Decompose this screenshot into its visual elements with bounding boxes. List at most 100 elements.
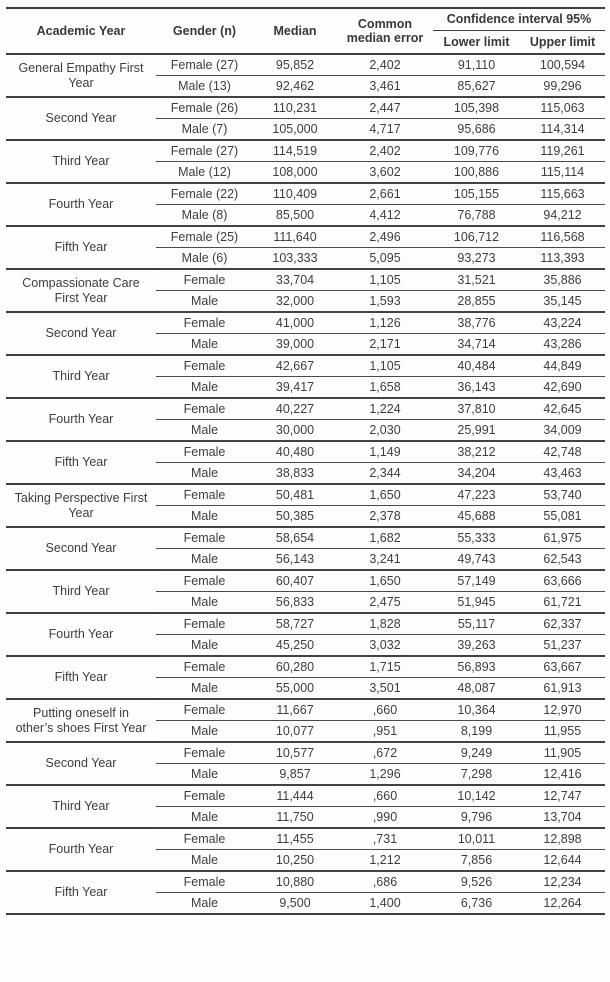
upper-limit-cell: 34,009 <box>543 422 582 437</box>
table-row: Second Year Female (26) 110,231 2,447 105,39… <box>6 96 605 141</box>
upper-limit-cell: 61,721 <box>543 594 582 609</box>
upper-limit-cell: 42,748 <box>520 440 605 463</box>
gender-cell: Female <box>156 655 253 678</box>
upper-limit-cell: 51,237 <box>543 637 582 652</box>
median-cell: 41,000 <box>253 311 337 334</box>
gender-cell: Male <box>156 892 253 915</box>
median-cell: 10,577 <box>253 741 337 764</box>
table-row: General Empathy First Year Female (27) 95,… <box>6 53 605 98</box>
upper-limit-cell: 42,690 <box>543 379 582 394</box>
academic-year-cell: Fifth Year <box>6 870 156 915</box>
median-cell: 108,000 <box>272 164 318 179</box>
academic-year-cell: Third Year <box>6 139 156 184</box>
median-error-cell: 2,378 <box>369 508 401 523</box>
lower-limit-cell: 48,087 <box>457 680 496 695</box>
median-cell: 11,750 <box>276 809 314 824</box>
academic-year-cell: Putting oneself in other’s shoes First Y… <box>6 698 156 743</box>
median-error-cell: 4,412 <box>369 207 401 222</box>
lower-limit-cell: 45,688 <box>457 508 496 523</box>
table-row: Male 30,000 2,030 25,991 34,009 <box>6 420 605 442</box>
median-error-cell: 1,682 <box>337 526 433 549</box>
median-error-cell: 1,658 <box>369 379 401 394</box>
table-row: Male 55,000 3,501 48,087 61,913 <box>6 678 605 700</box>
table-row: Fifth Year Female 10,880,686 9,526 12,234 <box>6 870 605 915</box>
median-cell: 11,444 <box>253 784 337 807</box>
table-row: Third Year Female 11,444,660 10,142 12,747 <box>6 784 605 829</box>
median-error-cell: ,672 <box>337 741 433 764</box>
median-error-cell: ,686 <box>337 870 433 893</box>
upper-limit-cell: 61,913 <box>543 680 582 695</box>
upper-limit-cell: 63,667 <box>520 655 605 678</box>
upper-limit-cell: 100,594 <box>520 53 605 76</box>
median-error-cell: 1,105 <box>337 268 433 291</box>
academic-year-cell: General Empathy First Year <box>6 53 156 98</box>
upper-limit-cell: 42,645 <box>520 397 605 420</box>
table-row: Putting oneself in other’s shoes First Y… <box>6 698 605 743</box>
gender-cell: Female <box>156 741 253 764</box>
gender-cell: Female (27) <box>156 53 253 76</box>
table-row: Fourth Year Female 40,227 1,224 37,810 42,645 <box>6 397 605 442</box>
median-cell: 38,833 <box>275 465 315 480</box>
median-cell: 11,667 <box>253 698 337 721</box>
table-row: Male (6) 103,333 5,095 93,273 113,393 <box>6 248 605 270</box>
gender-cell: Female (22) <box>156 182 253 205</box>
median-error-cell: 2,402 <box>337 139 433 162</box>
lower-limit-cell: 105,155 <box>433 182 520 205</box>
gender-cell: Male <box>190 293 219 308</box>
upper-limit-cell: 113,393 <box>540 250 585 265</box>
median-error-cell: 3,501 <box>369 680 401 695</box>
column-header-academic-year: Academic Year <box>6 7 156 55</box>
lower-limit-cell: 57,149 <box>433 569 520 592</box>
median-error-cell: 3,032 <box>369 637 401 652</box>
academic-year-cell: Fourth Year <box>6 397 156 442</box>
gender-cell: Female (26) <box>156 96 253 119</box>
academic-year-cell: Fifth Year <box>6 655 156 700</box>
table-row: Fifth Year Female 60,280 1,715 56,893 63,667 <box>6 655 605 700</box>
table-row: Taking Perspective First Year Female 50,48… <box>6 483 605 528</box>
lower-limit-cell: 28,855 <box>457 293 496 308</box>
lower-limit-cell: 7,298 <box>460 766 493 781</box>
upper-limit-cell: 115,114 <box>540 164 585 179</box>
median-cell: 58,654 <box>253 526 337 549</box>
upper-limit-cell: 62,337 <box>520 612 605 635</box>
gender-cell: Male <box>190 465 219 480</box>
upper-limit-cell: 12,644 <box>543 852 582 867</box>
lower-limit-cell: 7,856 <box>460 852 493 867</box>
academic-year-cell: Third Year <box>6 784 156 829</box>
median-cell: 30,000 <box>275 422 315 437</box>
gender-cell: Male <box>190 594 219 609</box>
table-row: Compassionate Care First Year Female 33,70… <box>6 268 605 313</box>
table-row: Male (12) 108,000 3,602 100,886 115,114 <box>6 162 605 184</box>
lower-limit-cell: 56,893 <box>433 655 520 678</box>
academic-year-cell: Fourth Year <box>6 612 156 657</box>
median-error-cell: 1,212 <box>369 852 401 867</box>
median-error-cell: ,990 <box>372 809 398 824</box>
gender-cell: Female <box>156 569 253 592</box>
median-cell: 110,231 <box>253 96 337 119</box>
table-row: Male 50,385 2,378 45,688 55,081 <box>6 506 605 528</box>
median-error-cell: 2,344 <box>369 465 401 480</box>
gender-cell: Male <box>190 680 219 695</box>
upper-limit-cell: 43,224 <box>520 311 605 334</box>
gender-cell: Male <box>190 723 219 738</box>
upper-limit-cell: 44,849 <box>520 354 605 377</box>
lower-limit-cell: 34,714 <box>457 336 496 351</box>
table-row: Male 32,000 1,593 28,855 35,145 <box>6 291 605 313</box>
median-cell: 32,000 <box>275 293 315 308</box>
median-cell: 103,333 <box>272 250 318 265</box>
academic-year-cell: Third Year <box>6 354 156 399</box>
median-cell: 45,250 <box>275 637 315 652</box>
upper-limit-cell: 43,286 <box>543 336 582 351</box>
upper-limit-cell: 119,261 <box>520 139 605 162</box>
median-cell: 9,500 <box>253 892 337 915</box>
table-row: Male (13) 92,462 3,461 85,627 99,296 <box>6 76 605 98</box>
table-row: Male 10,250 1,212 7,856 12,644 <box>6 850 605 872</box>
gender-cell: Female <box>156 483 253 506</box>
table-row: Male 9,500 1,400 6,736 12,264 <box>6 892 605 915</box>
median-error-cell: ,660 <box>337 784 433 807</box>
lower-limit-cell: 31,521 <box>433 268 520 291</box>
lower-limit-cell: 10,011 <box>433 827 520 850</box>
gender-cell: Male (7) <box>181 121 228 136</box>
table-body: General Empathy First Year Female (27) 95,… <box>6 53 605 915</box>
